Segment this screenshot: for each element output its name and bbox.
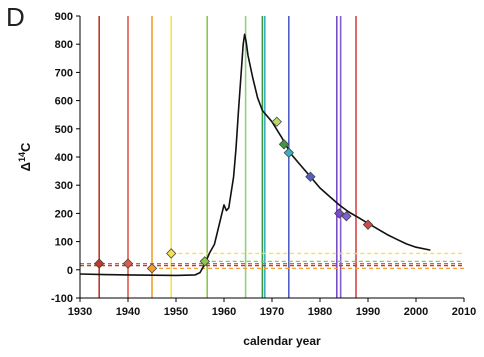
- sample-point: [341, 211, 352, 222]
- sample-point: [283, 147, 294, 158]
- sample-point: [94, 258, 105, 269]
- x-tick-label: 1940: [116, 306, 140, 318]
- y-tick-label: 100: [55, 237, 73, 249]
- y-tick-label: 500: [55, 124, 73, 136]
- horizontal-lines-layer: [80, 252, 464, 270]
- sample-point: [362, 219, 374, 230]
- y-tick-label: 0: [67, 265, 73, 277]
- x-tick-label: 1970: [260, 306, 284, 318]
- sample-point: [271, 116, 282, 127]
- x-tick-label: 1990: [356, 306, 380, 318]
- x-tick-label: 1960: [212, 306, 236, 318]
- vertical-lines-layer: [98, 16, 357, 298]
- y-axis-title: Δ14C: [17, 142, 33, 171]
- y-tick-label: 800: [55, 39, 73, 51]
- sample-point: [122, 258, 134, 269]
- axes-layer: [76, 15, 465, 302]
- y-tick-label: 300: [55, 180, 73, 192]
- curve-layer: [79, 33, 431, 277]
- panel-label: D: [6, 2, 25, 32]
- x-tick-label: 1930: [68, 306, 92, 318]
- x-tick-label: 1980: [308, 306, 332, 318]
- x-tick-label: 1950: [164, 306, 188, 318]
- sample-point: [146, 263, 158, 274]
- y-tick-label: 600: [55, 96, 73, 108]
- sample-point: [305, 171, 316, 182]
- x-axis-title: calendar year: [243, 334, 321, 348]
- x-tick-label: 2000: [404, 306, 428, 318]
- points-layer: [94, 116, 374, 274]
- y-tick-label: 400: [55, 152, 73, 164]
- sample-point: [166, 248, 177, 259]
- y-tick-label: -100: [51, 293, 73, 305]
- sample-point: [278, 139, 290, 150]
- bomb-curve-line: [79, 33, 431, 277]
- sample-point: [199, 256, 210, 267]
- labels-layer: -100 0 100 200 300 400 500 600 700 800 900 1930 1940…: [17, 11, 476, 348]
- y-tick-label: 200: [55, 208, 73, 220]
- y-tick-label: 900: [55, 11, 73, 23]
- sample-point: [334, 208, 345, 219]
- x-tick-label: 2010: [452, 306, 476, 318]
- y-tick-label: 700: [55, 67, 73, 79]
